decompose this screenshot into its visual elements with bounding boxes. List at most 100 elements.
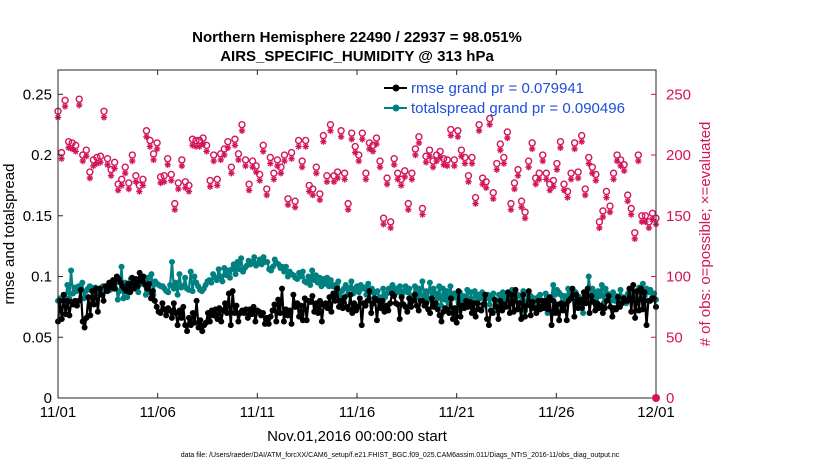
rmse-point: [455, 288, 462, 295]
rmse-point: [546, 294, 553, 301]
totalspread-point: [135, 289, 142, 296]
totalspread-point: [226, 274, 233, 281]
totalspread-point: [426, 279, 433, 286]
rmse-point: [484, 316, 491, 323]
obs-evaluated-point: [58, 155, 65, 162]
obs-evaluated-point: [160, 178, 168, 185]
rmse-point: [561, 301, 568, 308]
obs-evaluated-point: [313, 170, 320, 177]
rmse-point: [398, 294, 405, 301]
obs-evaluated-point: [550, 183, 557, 190]
rmse-point: [438, 318, 445, 325]
obs-evaluated-point: [298, 163, 306, 171]
rmse-point: [334, 285, 341, 292]
rmse-point: [411, 291, 418, 298]
legend-rmse-marker: [392, 84, 400, 92]
totalspread-point: [282, 263, 289, 270]
obs-evaluated-point: [359, 136, 366, 143]
rmse-point: [195, 324, 202, 331]
rmse-point: [428, 295, 435, 302]
rmse-point: [525, 288, 532, 295]
obs-evaluated-point: [543, 176, 550, 183]
obs-evaluated-point: [504, 134, 511, 142]
rmse-point: [231, 309, 238, 316]
rmse-point: [315, 309, 322, 316]
y-right-tick-label: 200: [666, 147, 691, 164]
obs-evaluated-point: [564, 194, 571, 201]
rmse-point: [347, 291, 354, 298]
obs-evaluated-point: [143, 133, 150, 141]
obs-evaluated-point: [405, 206, 412, 213]
rmse-point: [167, 307, 174, 314]
totalspread-point: [610, 289, 617, 296]
totalspread-point: [380, 285, 387, 292]
obs-evaluated-point: [221, 151, 228, 159]
obs-evaluated-point: [412, 151, 419, 159]
obs-evaluated-point: [146, 143, 154, 150]
rmse-point: [552, 309, 559, 316]
rmse-point: [402, 303, 409, 310]
totalspread-point: [477, 295, 484, 302]
obs-evaluated-point: [203, 148, 210, 155]
rmse-point: [265, 320, 272, 327]
totalspread-point: [219, 278, 226, 285]
totalspread-point: [550, 282, 557, 289]
rmse-point: [58, 316, 65, 323]
obs-evaluated-point: [532, 180, 539, 188]
rmse-point: [427, 309, 434, 316]
obs-evaluated-point: [585, 160, 592, 167]
obs-evaluated-point: [171, 206, 178, 213]
obs-evaluated-point: [490, 195, 497, 202]
plot-area: [58, 70, 656, 398]
rmse-point: [366, 288, 373, 295]
totalspread-point: [299, 268, 306, 275]
rmse-point: [465, 303, 472, 310]
rmse-point: [184, 328, 191, 335]
rmse-point: [550, 297, 557, 304]
rmse-point: [322, 300, 329, 307]
rmse-point: [527, 312, 534, 319]
obs-evaluated-point: [334, 174, 341, 182]
obs-evaluated-point: [61, 103, 69, 110]
obs-evaluated-point: [270, 176, 278, 183]
rmse-point: [77, 286, 84, 293]
totalspread-point: [327, 277, 334, 284]
rmse-point: [85, 294, 92, 301]
obs-evaluated-point: [256, 177, 263, 184]
obs-evaluated-point: [514, 172, 522, 179]
rmse-point: [271, 301, 278, 308]
rmse-point: [601, 305, 608, 312]
rmse-point: [489, 309, 496, 316]
rmse-point: [432, 300, 439, 307]
y-right-tick-label: 150: [666, 208, 691, 225]
rmse-point: [102, 283, 109, 290]
rmse-point: [125, 280, 132, 287]
totalspread-point: [217, 273, 224, 280]
rmse-point: [605, 292, 612, 299]
totalspread-point: [167, 282, 174, 289]
rmse-point: [248, 311, 255, 318]
obs-evaluated-point: [528, 145, 536, 153]
rmse-point: [559, 307, 566, 314]
rmse-point: [571, 313, 578, 320]
obs-evaluated-point: [645, 224, 653, 232]
totalspread-point: [174, 291, 181, 298]
obs-evaluated-point: [132, 178, 140, 185]
chart-subtitle: AIRS_SPECIFIC_HUMIDITY @ 313 hPa: [220, 48, 494, 65]
totalspread-point: [580, 309, 587, 316]
rmse-point: [303, 317, 310, 324]
right-axis-origin-marker: [652, 394, 660, 402]
rmse-point: [91, 301, 98, 308]
obs-evaluated-point: [497, 146, 504, 154]
obs-evaluated-point: [606, 208, 614, 216]
obs-evaluated-point: [536, 176, 543, 183]
totalspread-point: [617, 286, 624, 293]
obs-evaluated-point: [242, 162, 249, 170]
x-axis: 11/01 11/06 11/11 11/16 11/21 11/26 12/01: [40, 70, 675, 421]
obs-evaluated-point: [344, 206, 352, 213]
totalspread-point: [596, 292, 603, 299]
obs-evaluated-point: [571, 145, 578, 153]
rmse-point: [250, 303, 257, 310]
legend-spread-marker: [392, 104, 400, 112]
